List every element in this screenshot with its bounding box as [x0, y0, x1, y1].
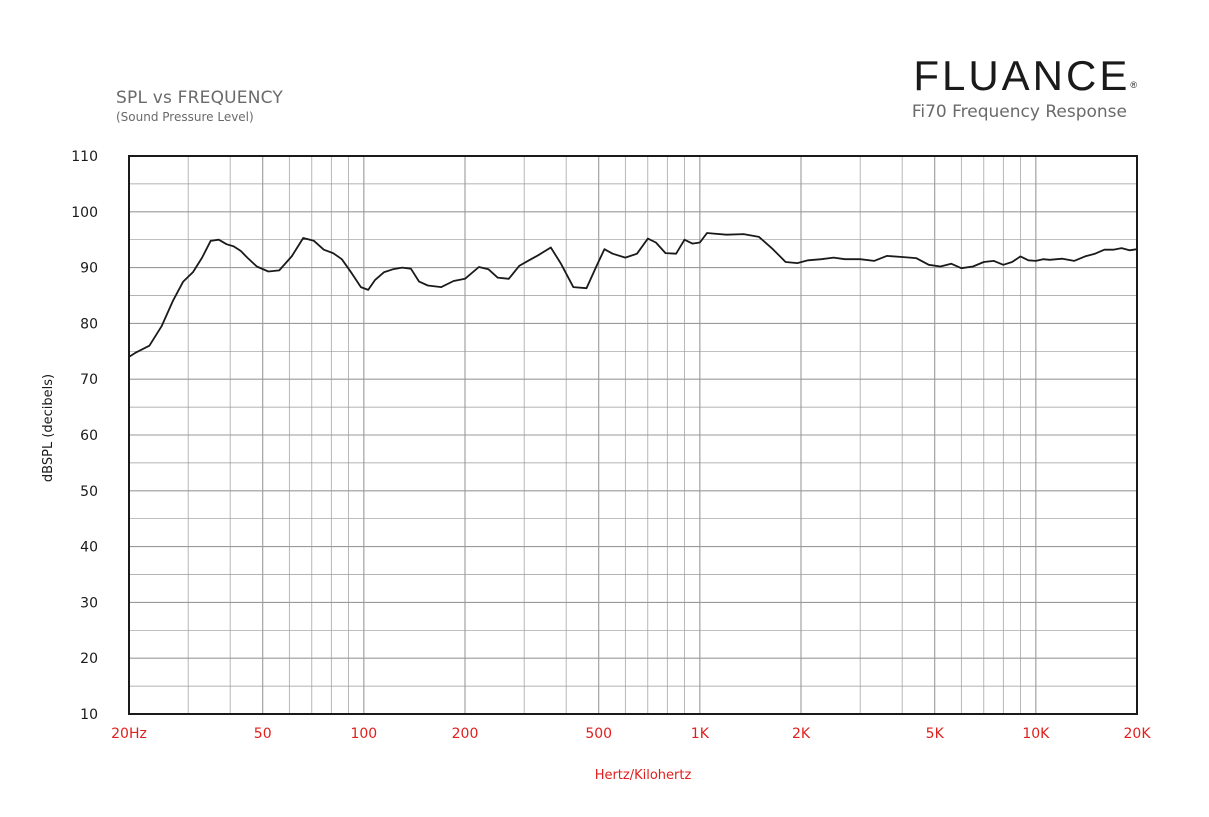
x-tick-label: 5K	[926, 726, 945, 742]
y-tick-label: 30	[80, 595, 98, 611]
y-tick-label: 40	[80, 540, 98, 556]
x-tick-label: 20K	[1124, 726, 1152, 742]
plot-frame	[128, 155, 1138, 715]
y-tick-label: 60	[80, 428, 98, 444]
grid-major-lines	[129, 156, 1137, 714]
x-tick-label: 2K	[792, 726, 811, 742]
spl-curve	[128, 232, 1138, 358]
registered-mark: ®	[1130, 80, 1137, 90]
x-tick-label: 20Hz	[111, 726, 147, 742]
x-tick-label: 1K	[691, 726, 710, 742]
y-tick-label: 100	[71, 205, 98, 221]
x-tick-label: 500	[585, 726, 612, 742]
y-tick-label: 10	[80, 707, 98, 723]
y-tick-label: 90	[80, 261, 98, 277]
x-tick-label: 10K	[1022, 726, 1050, 742]
chart-subtitle: (Sound Pressure Level)	[116, 110, 254, 124]
product-title: Fi70 Frequency Response	[911, 102, 1127, 122]
brand-name: FLUANCE	[913, 52, 1131, 99]
y-tick-label: 70	[80, 372, 98, 388]
y-axis-label: dBSPL (decibels)	[41, 374, 56, 482]
brand-logo: FLUANCE®	[913, 52, 1137, 100]
y-tick-label: 20	[80, 651, 98, 667]
x-tick-labels: 20Hz 50 100 200 500 1K 2K 5K 10K 20K	[111, 726, 1151, 742]
y-tick-label: 50	[80, 484, 98, 500]
x-tick-label: 50	[254, 726, 272, 742]
x-tick-label: 100	[350, 726, 377, 742]
x-axis-label: Hertz/Kilohertz	[595, 768, 692, 783]
chart-title: SPL vs FREQUENCY	[116, 88, 284, 108]
y-tick-label: 80	[80, 316, 98, 332]
x-tick-label: 200	[452, 726, 479, 742]
y-tick-labels: 10 20 30 40 50 60 70 80 90 100 110	[71, 149, 98, 723]
y-tick-label: 110	[71, 149, 98, 165]
